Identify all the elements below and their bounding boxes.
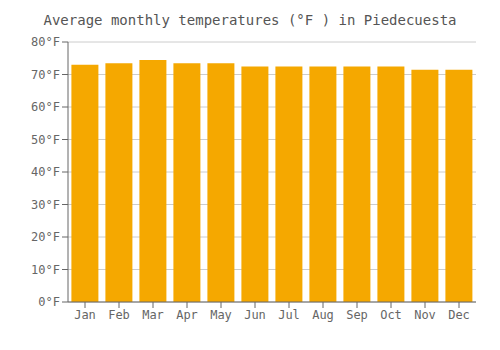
svg-text:60°F: 60°F [31, 100, 60, 114]
svg-text:Aug: Aug [312, 308, 334, 322]
svg-text:Oct: Oct [380, 308, 402, 322]
svg-text:Mar: Mar [142, 308, 164, 322]
svg-text:Sep: Sep [346, 308, 368, 322]
svg-text:May: May [210, 308, 232, 322]
svg-text:Jan: Jan [74, 308, 96, 322]
svg-text:Dec: Dec [448, 308, 470, 322]
svg-text:20°F: 20°F [31, 230, 60, 244]
svg-text:10°F: 10°F [31, 263, 60, 277]
svg-text:Jul: Jul [278, 308, 300, 322]
svg-text:70°F: 70°F [31, 68, 60, 82]
svg-text:Apr: Apr [176, 308, 198, 322]
svg-text:80°F: 80°F [31, 35, 60, 49]
svg-text:Feb: Feb [108, 308, 130, 322]
svg-text:40°F: 40°F [31, 165, 60, 179]
svg-text:50°F: 50°F [31, 133, 60, 147]
svg-text:30°F: 30°F [31, 198, 60, 212]
svg-text:Nov: Nov [414, 308, 436, 322]
svg-text:Jun: Jun [244, 308, 266, 322]
svg-text:0°F: 0°F [38, 295, 60, 309]
html-text:Average monthly temperatures (: Average monthly temperatures (°F ) in Pi… [43, 12, 457, 28]
